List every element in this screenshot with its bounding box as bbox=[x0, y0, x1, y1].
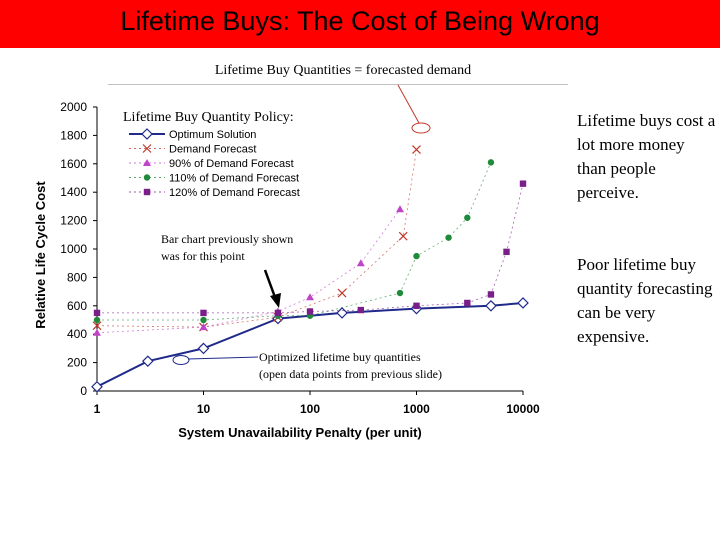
data-point-diamond bbox=[485, 299, 497, 312]
data-point-x bbox=[337, 288, 347, 298]
y-tick-label: 1000 bbox=[60, 242, 87, 256]
x-axis-title: System Unavailability Penalty (per unit) bbox=[178, 425, 421, 440]
data-point-triangle bbox=[199, 323, 208, 331]
x-tick-label: 10 bbox=[197, 402, 211, 416]
y-tick-label: 800 bbox=[67, 270, 87, 284]
series-line-triangle bbox=[96, 208, 401, 334]
legend-marker-triangle bbox=[143, 159, 151, 166]
data-point-diamond bbox=[141, 355, 154, 368]
slide-title: Lifetime Buys: The Cost of Being Wrong bbox=[120, 6, 600, 36]
data-point-square bbox=[306, 308, 314, 315]
data-point-triangle bbox=[356, 259, 365, 267]
legend-title: Lifetime Buy Quantity Policy: bbox=[123, 110, 294, 125]
annotation-bar-chart-line1: Bar chart previously shown bbox=[161, 232, 293, 246]
y-tick-label: 1800 bbox=[60, 128, 87, 142]
data-point-circle bbox=[487, 159, 495, 166]
y-tick-label: 600 bbox=[67, 299, 87, 313]
annotation-optimized-pointer bbox=[187, 356, 259, 360]
data-point-circle bbox=[200, 316, 207, 324]
data-point-square bbox=[93, 309, 101, 317]
x-tick-label: 1 bbox=[94, 402, 101, 416]
data-point-circle bbox=[464, 214, 471, 221]
series-line-square bbox=[97, 183, 524, 314]
bullet-2: Poor lifetime buy quantity forecasting c… bbox=[577, 255, 713, 346]
data-point-diamond bbox=[336, 307, 348, 319]
legend-box bbox=[117, 108, 317, 201]
data-point-x bbox=[412, 145, 421, 155]
bullet-1: Lifetime buys cost a lot more money than… bbox=[577, 111, 716, 202]
data-point-triangle bbox=[396, 205, 405, 213]
annotation-optimized-line2: (open data points from previous slide) bbox=[259, 367, 442, 381]
subtitle-pointer-ellipse bbox=[411, 122, 431, 134]
annotation-optimized-line1: Optimized lifetime buy quantities bbox=[259, 350, 421, 364]
data-point-diamond bbox=[91, 380, 103, 393]
data-point-diamond bbox=[197, 342, 210, 355]
data-point-circle bbox=[413, 252, 420, 260]
legend-marker-x bbox=[142, 144, 152, 153]
subtitle-divider bbox=[108, 84, 568, 85]
data-point-circle bbox=[396, 289, 404, 297]
y-tick-label: 400 bbox=[67, 327, 87, 341]
annotation-arrow-head bbox=[270, 293, 281, 308]
data-point-square bbox=[464, 299, 471, 307]
legend-marker-circle bbox=[143, 174, 151, 181]
legend-entry: 120% of Demand Forecast bbox=[169, 187, 300, 199]
subtitle-pointer bbox=[397, 84, 420, 124]
x-tick-label: 100 bbox=[300, 402, 320, 416]
data-point-circle bbox=[445, 234, 452, 241]
y-axis-title: Relative Life Cycle Cost bbox=[33, 181, 48, 329]
annotation-bar-chart-line2: was for this point bbox=[161, 249, 245, 263]
data-point-circle bbox=[93, 316, 101, 324]
data-point-square bbox=[503, 248, 510, 256]
data-point-square bbox=[357, 306, 365, 314]
y-tick-label: 1200 bbox=[60, 214, 87, 228]
data-point-square bbox=[519, 180, 527, 187]
legend-marker-diamond bbox=[141, 128, 153, 140]
y-tick-label: 0 bbox=[80, 384, 87, 398]
data-point-x bbox=[398, 231, 408, 241]
annotation-optimized-ellipse bbox=[172, 355, 190, 365]
legend-entry: Demand Forecast bbox=[169, 144, 256, 156]
y-tick-label: 200 bbox=[67, 356, 87, 370]
series-line-x bbox=[96, 149, 417, 328]
legend-entry: 110% of Demand Forecast bbox=[169, 173, 299, 185]
y-tick-label: 2000 bbox=[60, 100, 87, 114]
slide-subtitle: Lifetime Buy Quantities = forecasted dem… bbox=[214, 63, 472, 78]
data-point-square bbox=[413, 302, 420, 309]
data-point-square bbox=[274, 309, 282, 317]
data-point-triangle bbox=[306, 293, 314, 301]
data-point-square bbox=[487, 291, 495, 298]
data-point-triangle bbox=[93, 328, 101, 336]
data-point-x bbox=[92, 321, 102, 331]
legend-marker-square bbox=[143, 188, 151, 196]
x-tick-label: 10000 bbox=[506, 402, 540, 416]
legend-entry: 90% of Demand Forecast bbox=[169, 158, 294, 170]
x-tick-label: 1000 bbox=[403, 402, 430, 416]
data-point-square bbox=[200, 309, 207, 317]
y-tick-label: 1600 bbox=[60, 157, 87, 171]
title-bar: Lifetime Buys: The Cost of Being Wrong bbox=[0, 0, 720, 48]
data-point-diamond bbox=[517, 297, 529, 309]
legend-entry: Optimum Solution bbox=[169, 129, 256, 141]
y-tick-label: 1400 bbox=[60, 185, 87, 199]
